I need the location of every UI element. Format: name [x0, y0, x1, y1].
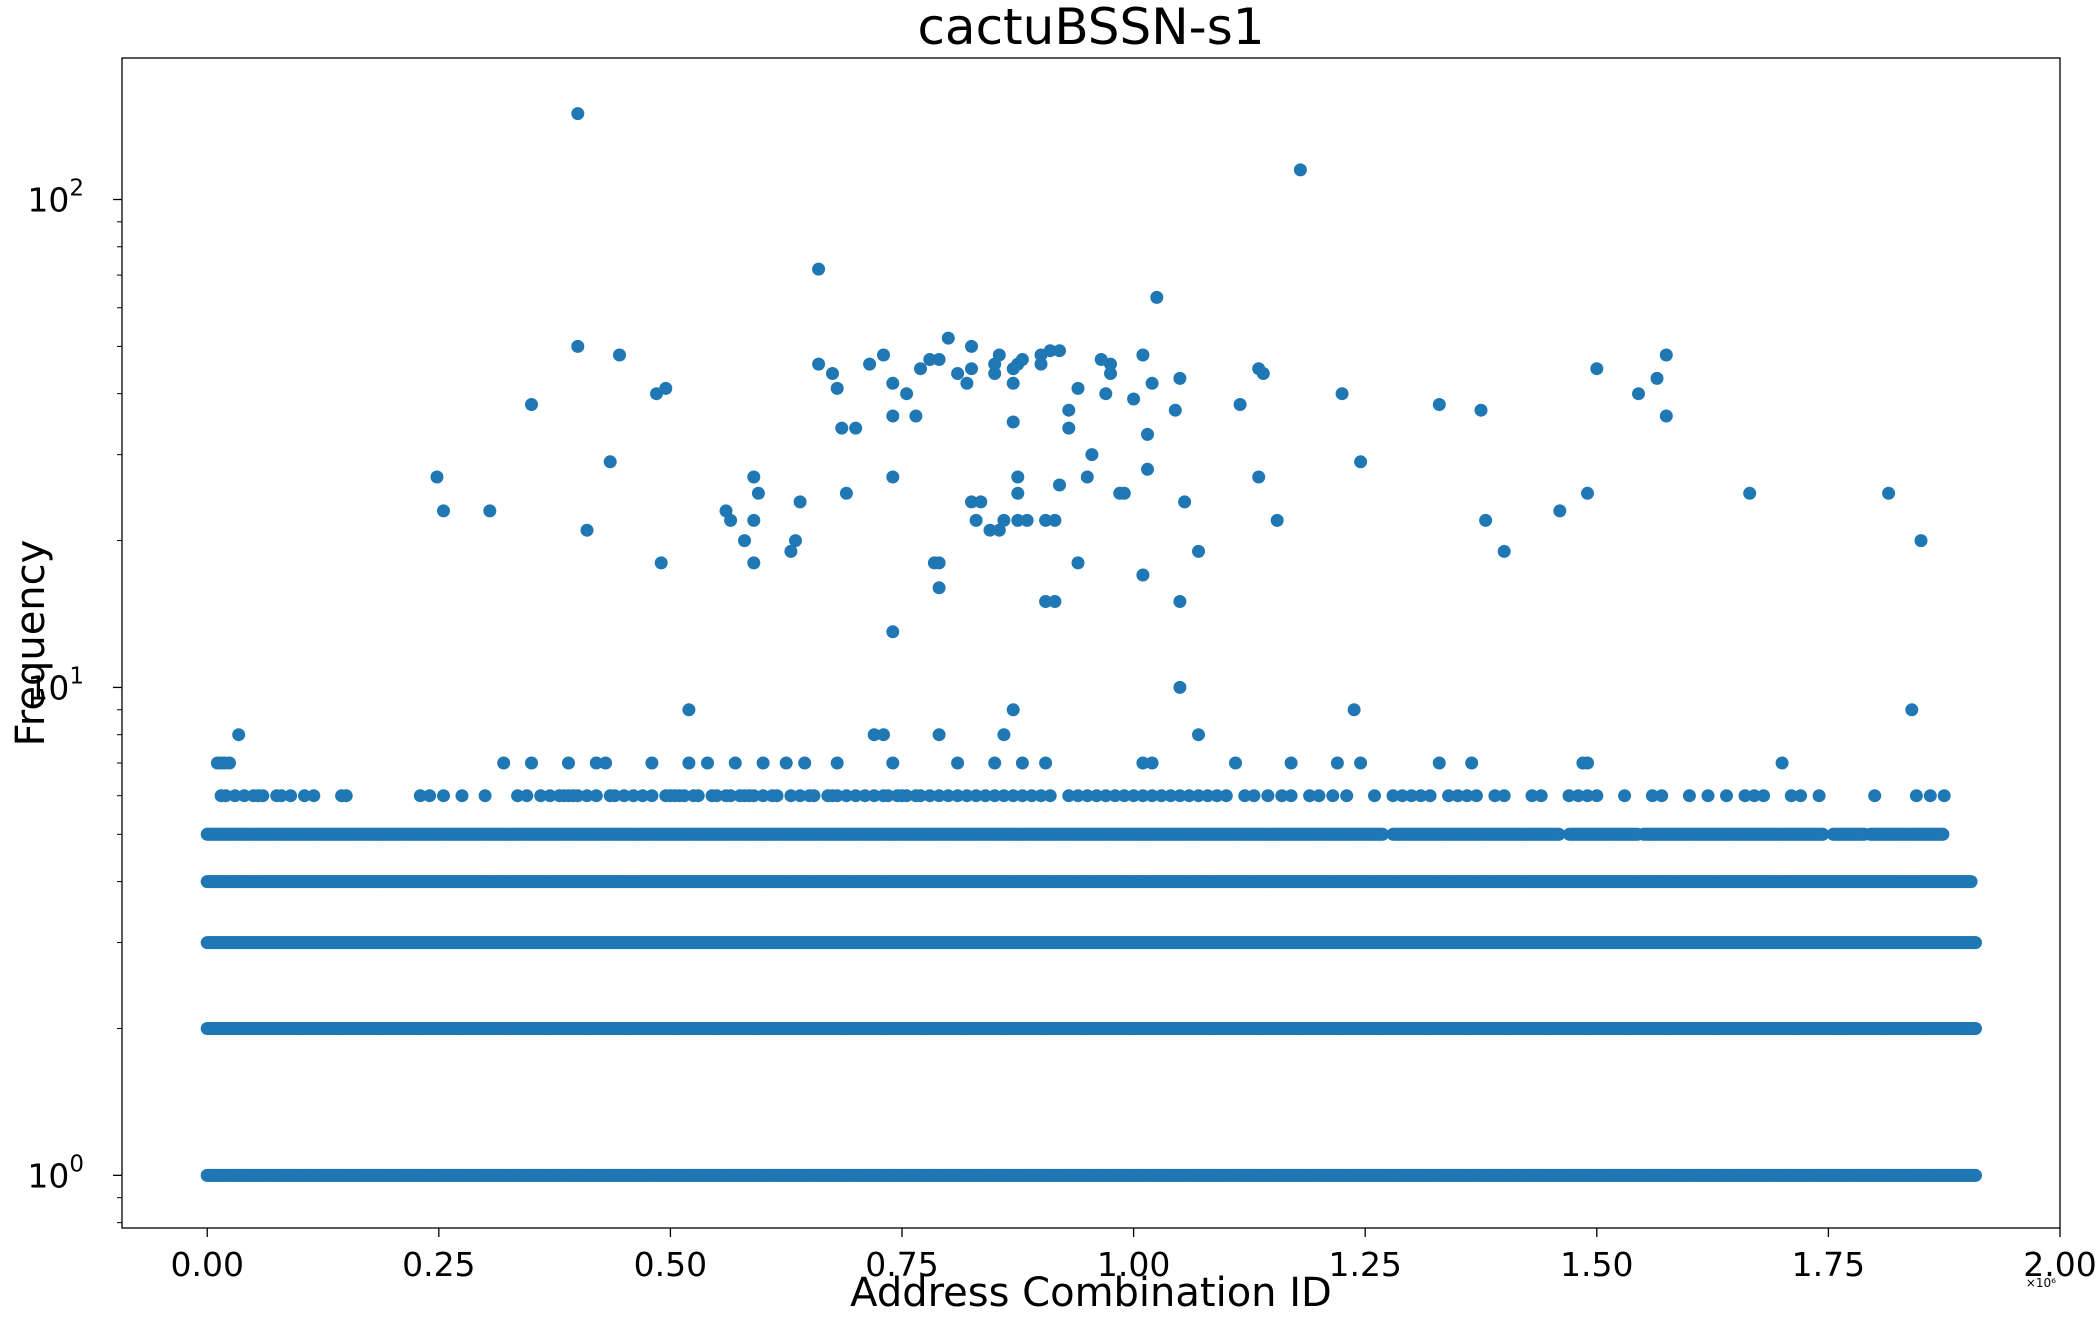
dense-row-point-1: [1969, 1168, 1982, 1182]
chart-title: cactuBSSN-s1: [917, 0, 1264, 56]
data-points: [200, 107, 1982, 1182]
dense-row-point-4: [1964, 875, 1978, 889]
dense-row-point-2: [1969, 1022, 1982, 1035]
dense-row-point-3: [1969, 936, 1982, 950]
